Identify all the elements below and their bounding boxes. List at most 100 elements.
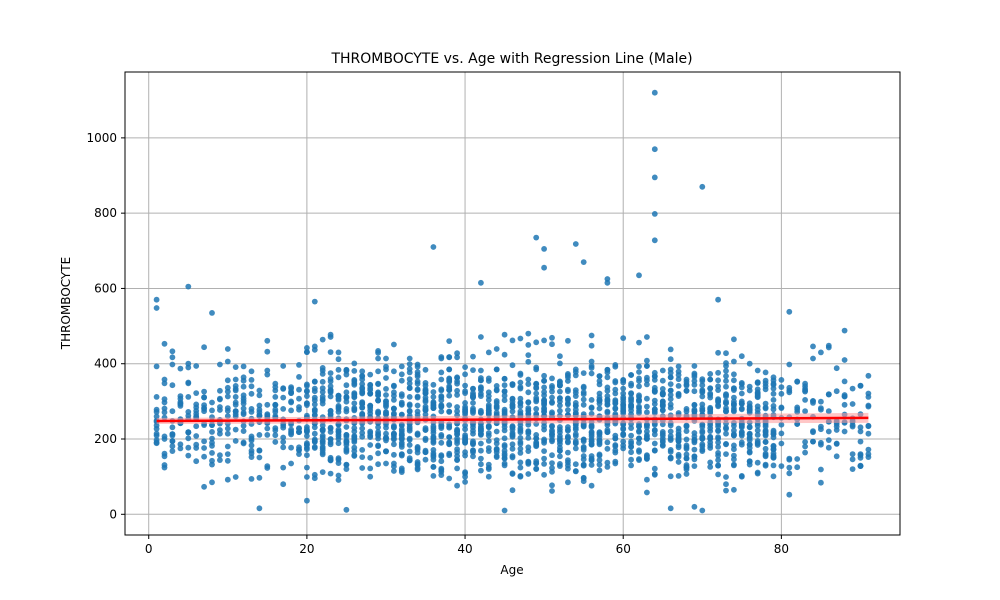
data-point [383,355,389,362]
data-point [746,445,753,451]
data-point [746,461,753,468]
data-point [296,386,302,393]
data-point [335,477,342,483]
data-point [636,363,642,370]
data-point [351,360,358,367]
data-point [462,400,468,406]
data-point [193,404,200,411]
data-point [778,405,785,411]
data-point [731,446,737,453]
data-point [454,465,460,472]
data-point [501,351,508,358]
data-point [572,426,579,433]
data-point [565,439,571,446]
data-point [367,381,374,388]
data-point [391,430,397,437]
data-point [620,390,627,397]
data-point [683,471,690,477]
data-point [517,372,524,378]
data-point [201,344,208,351]
data-point [731,336,737,343]
data-point [509,382,516,389]
data-point [177,441,184,448]
data-point [818,405,824,411]
data-point [240,405,247,412]
data-point [715,450,721,456]
data-point [651,440,658,447]
data-point [391,441,397,448]
data-point [224,430,231,437]
data-point [280,434,287,441]
data-point [343,382,350,389]
data-point [493,428,500,435]
data-point [446,366,453,373]
data-point [398,377,405,384]
data-point [406,407,413,414]
data-point [628,372,634,378]
data-point [335,472,342,479]
data-point [549,452,555,459]
data-point [715,434,721,440]
data-point [501,507,508,514]
data-point [501,452,508,459]
data-point [557,381,563,387]
data-point [525,342,532,348]
data-point [478,385,484,392]
data-point [723,378,729,384]
data-point [438,369,445,376]
data-point [422,425,429,431]
data-point [161,464,168,471]
data-point [304,433,310,439]
data-point [731,456,737,463]
data-point [541,471,547,478]
data-point [810,355,816,362]
data-point [240,398,247,404]
data-point [509,337,516,344]
data-point [153,305,160,311]
data-point [620,377,627,384]
data-point [699,441,706,448]
data-point [580,453,587,459]
data-point [580,461,587,468]
data-point [319,400,326,407]
data-point [485,389,492,396]
data-point [517,464,524,471]
data-point [359,433,366,440]
data-point [644,395,650,402]
regression-layer [156,412,869,424]
data-point [517,335,524,342]
data-point [723,441,729,447]
data-point [731,408,737,415]
data-point [240,363,247,370]
data-point [683,422,690,429]
data-point [280,406,287,412]
data-point [715,457,721,463]
data-point [478,447,484,454]
data-point [754,389,761,396]
data-point [659,439,666,445]
data-point [217,387,223,394]
data-point [351,405,358,411]
data-point [161,340,168,347]
data-point [462,390,468,396]
data-point [169,361,176,368]
data-point [288,428,294,435]
data-point [280,386,287,392]
data-point [565,433,571,440]
data-point [398,451,405,458]
data-point [430,425,437,431]
data-point [248,383,255,390]
data-point [525,358,532,365]
data-point [667,381,674,387]
data-point [754,403,761,410]
data-point [414,466,421,473]
data-point [580,396,587,403]
data-point [359,390,366,397]
data-point [707,406,714,413]
data-point [667,387,674,394]
data-point [462,432,468,439]
data-point [699,446,706,453]
data-point [406,394,413,400]
data-point [691,446,698,453]
data-point [288,407,294,414]
